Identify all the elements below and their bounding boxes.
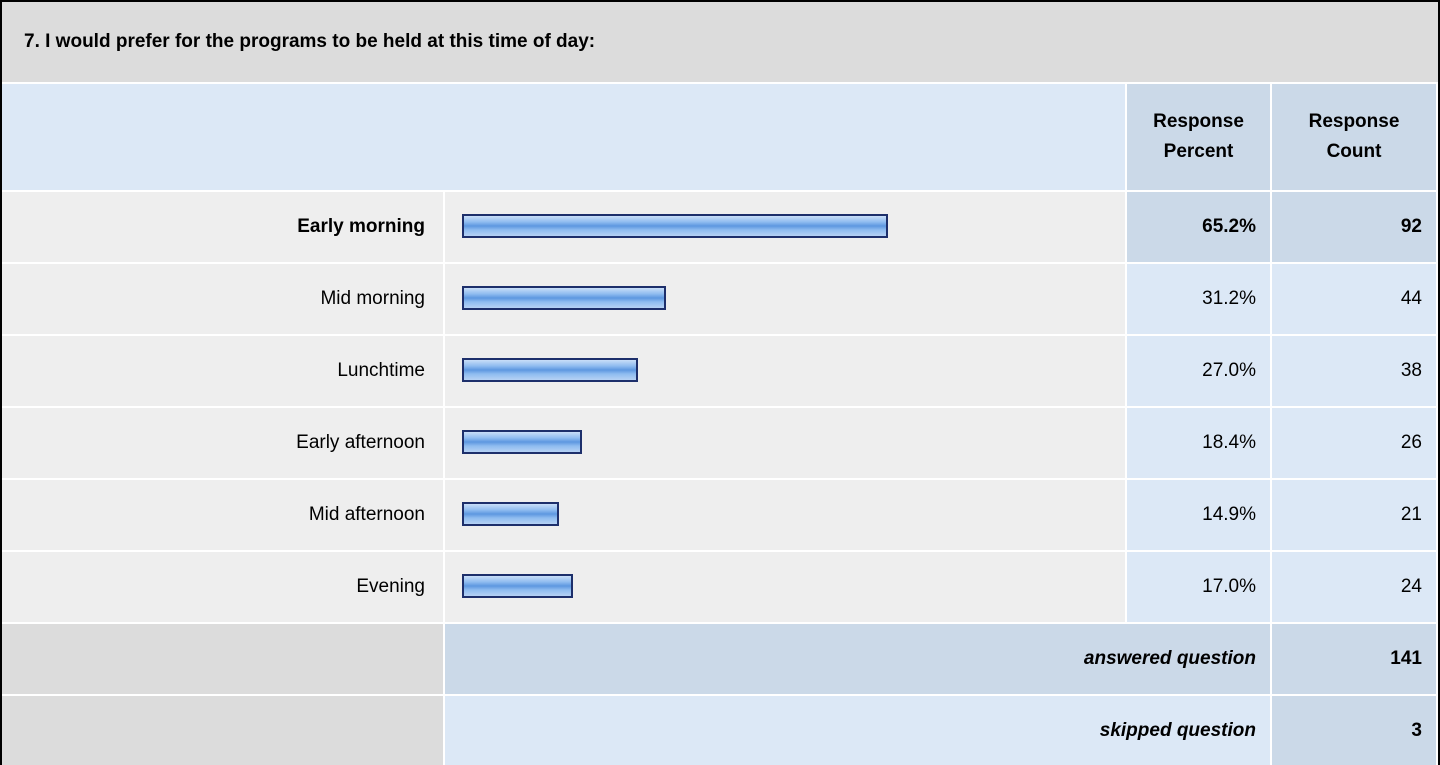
- bar: [462, 286, 666, 310]
- header-blank: [2, 84, 1127, 192]
- answer-label: Mid morning: [2, 264, 445, 336]
- response-percent: 65.2%: [1127, 192, 1272, 264]
- answer-label: Mid afternoon: [2, 480, 445, 552]
- answer-label: Lunchtime: [2, 336, 445, 408]
- answer-label: Evening: [2, 552, 445, 624]
- bar: [462, 214, 888, 238]
- footer-blank: [2, 696, 445, 765]
- response-percent: 18.4%: [1127, 408, 1272, 480]
- footer-blank: [2, 624, 445, 696]
- response-count: 92: [1272, 192, 1438, 264]
- response-percent: 27.0%: [1127, 336, 1272, 408]
- bar: [462, 430, 583, 454]
- response-count: 21: [1272, 480, 1438, 552]
- footer-count: 141: [1272, 624, 1438, 696]
- response-percent: 17.0%: [1127, 552, 1272, 624]
- response-count: 38: [1272, 336, 1438, 408]
- question-title: 7. I would prefer for the programs to be…: [2, 2, 1438, 84]
- answer-label: Early afternoon: [2, 408, 445, 480]
- bar: [462, 502, 560, 526]
- bar: [462, 358, 639, 382]
- response-percent: 31.2%: [1127, 264, 1272, 336]
- column-header: Response Percent: [1127, 84, 1272, 192]
- response-count: 44: [1272, 264, 1438, 336]
- bar: [462, 574, 573, 598]
- response-count: 24: [1272, 552, 1438, 624]
- answer-label: Early morning: [2, 192, 445, 264]
- footer-count: 3: [1272, 696, 1438, 765]
- footer-label: skipped question: [445, 696, 1272, 765]
- response-count: 26: [1272, 408, 1438, 480]
- column-header: Response Count: [1272, 84, 1438, 192]
- response-percent: 14.9%: [1127, 480, 1272, 552]
- footer-label: answered question: [445, 624, 1272, 696]
